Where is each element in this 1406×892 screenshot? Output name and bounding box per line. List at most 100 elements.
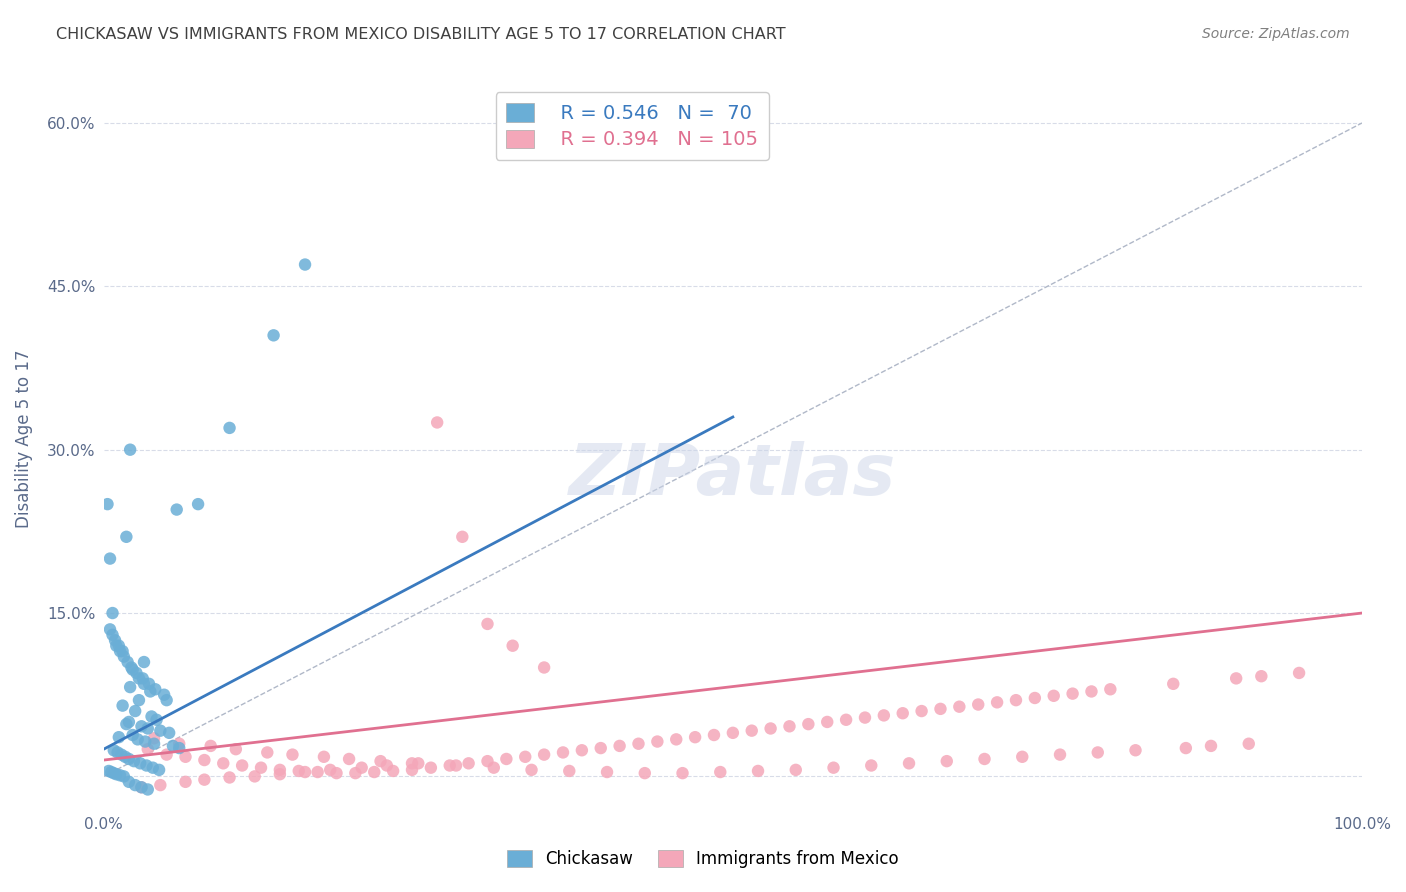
Point <box>105 639 128 653</box>
Point <box>108 644 131 658</box>
Point <box>823 761 845 775</box>
Point <box>683 730 706 744</box>
Point <box>124 704 146 718</box>
Point <box>157 726 180 740</box>
Point <box>457 756 479 771</box>
Point <box>139 684 162 698</box>
Point <box>1161 677 1184 691</box>
Point <box>294 258 316 272</box>
Point <box>929 702 952 716</box>
Point <box>117 655 139 669</box>
Point <box>122 754 145 768</box>
Point <box>1024 690 1046 705</box>
Point <box>551 746 574 760</box>
Point <box>1237 737 1260 751</box>
Point <box>797 717 820 731</box>
Point <box>128 693 150 707</box>
Point <box>1087 746 1109 760</box>
Point <box>910 704 932 718</box>
Point <box>120 442 142 457</box>
Point <box>104 633 127 648</box>
Point <box>231 758 253 772</box>
Point <box>132 677 155 691</box>
Point <box>218 421 240 435</box>
Legend: Chickasaw, Immigrants from Mexico: Chickasaw, Immigrants from Mexico <box>501 843 905 875</box>
Point <box>370 754 392 768</box>
Point <box>129 756 152 771</box>
Point <box>477 616 499 631</box>
Point <box>174 749 197 764</box>
Point <box>136 742 159 756</box>
Point <box>948 699 970 714</box>
Point <box>143 737 166 751</box>
Point <box>891 706 914 721</box>
Text: ZIPatlas: ZIPatlas <box>569 442 897 510</box>
Point <box>131 719 153 733</box>
Point <box>741 723 763 738</box>
Point <box>325 766 347 780</box>
Point <box>98 623 121 637</box>
Point <box>115 717 138 731</box>
Point <box>1049 747 1071 762</box>
Point <box>111 644 134 658</box>
Point <box>873 708 896 723</box>
Point <box>156 693 179 707</box>
Point <box>533 747 555 762</box>
Point <box>162 739 184 753</box>
Point <box>319 763 342 777</box>
Point <box>495 752 517 766</box>
Point <box>167 741 190 756</box>
Point <box>1099 682 1122 697</box>
Point <box>287 764 309 778</box>
Point <box>363 765 385 780</box>
Point <box>665 732 688 747</box>
Y-axis label: Disability Age 5 to 17: Disability Age 5 to 17 <box>15 350 32 528</box>
Point <box>294 765 316 780</box>
Point <box>721 726 744 740</box>
Point <box>118 775 141 789</box>
Point <box>138 677 160 691</box>
Point <box>703 728 725 742</box>
Point <box>132 655 155 669</box>
Point <box>127 732 149 747</box>
Point <box>111 698 134 713</box>
Point <box>112 769 135 783</box>
Point <box>647 734 669 748</box>
Point <box>256 746 278 760</box>
Point <box>967 698 990 712</box>
Point <box>935 754 957 768</box>
Point <box>243 769 266 783</box>
Point <box>112 649 135 664</box>
Point <box>1250 669 1272 683</box>
Point <box>860 758 883 772</box>
Point <box>143 682 166 697</box>
Point <box>103 743 125 757</box>
Point <box>166 502 188 516</box>
Point <box>747 764 769 778</box>
Point <box>128 672 150 686</box>
Point <box>408 756 430 771</box>
Point <box>96 497 118 511</box>
Point <box>108 730 131 744</box>
Point <box>1062 687 1084 701</box>
Point <box>136 722 159 736</box>
Point <box>1225 672 1247 686</box>
Point <box>108 768 131 782</box>
Point <box>110 747 132 762</box>
Point <box>125 665 148 680</box>
Point <box>401 756 423 771</box>
Point <box>759 722 782 736</box>
Point <box>121 663 143 677</box>
Point <box>153 688 176 702</box>
Point <box>156 747 179 762</box>
Point <box>785 763 807 777</box>
Point <box>571 743 593 757</box>
Legend:   R = 0.546   N =  70,   R = 0.394   N = 105: R = 0.546 N = 70, R = 0.394 N = 105 <box>495 93 769 160</box>
Point <box>898 756 921 771</box>
Point <box>103 766 125 780</box>
Point <box>225 742 247 756</box>
Point <box>426 416 449 430</box>
Point <box>136 782 159 797</box>
Point <box>709 765 731 780</box>
Point <box>149 723 172 738</box>
